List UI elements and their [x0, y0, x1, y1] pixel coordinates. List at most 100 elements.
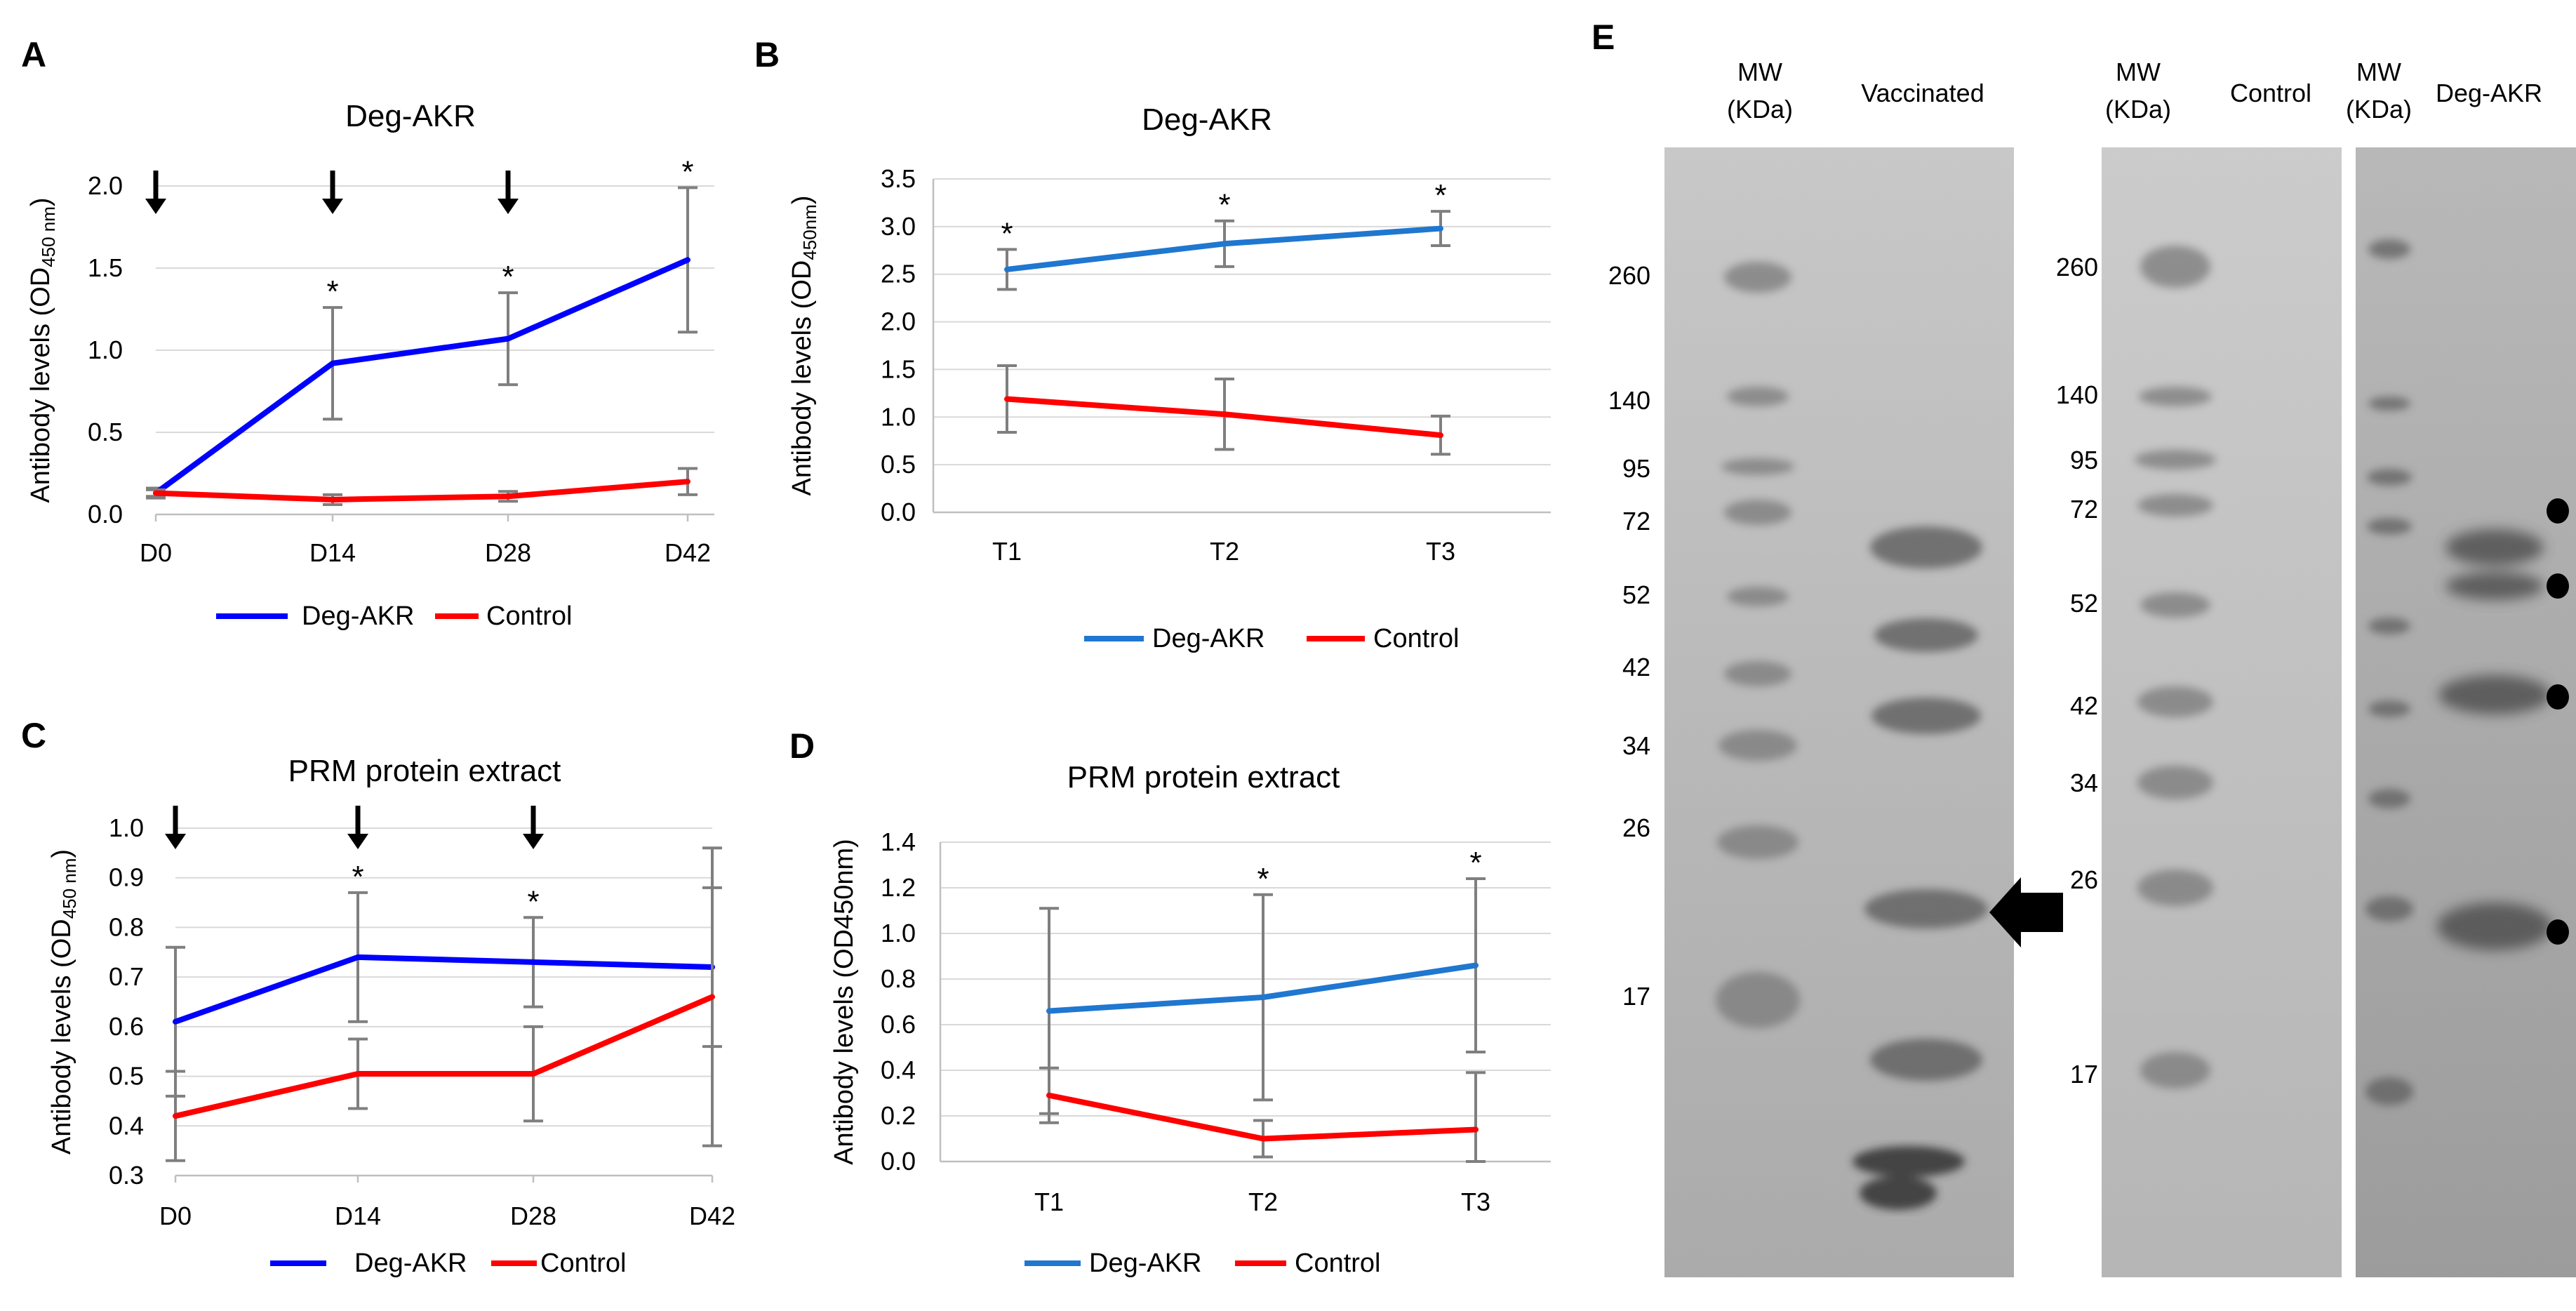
- vaccination-arrow-icon: [347, 834, 368, 849]
- significance-star: *: [1001, 216, 1013, 251]
- series-control: [166, 846, 722, 1162]
- y-axis-label-subscript: 450 nm: [38, 206, 59, 267]
- series-line: [173, 954, 715, 1025]
- series-line: [153, 257, 690, 496]
- panel-letter-e: E: [1591, 18, 1615, 57]
- chart-title: Deg-AKR: [345, 99, 476, 133]
- panel-letter-c: C: [21, 716, 46, 755]
- y-tick-label: 0.8: [109, 912, 144, 941]
- series-deg-akr: * * *: [997, 178, 1450, 291]
- mw-marker-label: 52: [2070, 589, 2098, 618]
- panel-letter-b: B: [754, 35, 780, 74]
- band-dot-3: [2547, 684, 2569, 710]
- y-tick-label: 1.0: [88, 335, 123, 364]
- x-tick-label: T1: [1034, 1187, 1064, 1216]
- panel-e-blot: E MW (KDa) Vaccinated MW (KDa) Control M…: [1591, 18, 2576, 1277]
- y-axis-label-close: ): [47, 849, 76, 858]
- series-control: [997, 364, 1450, 456]
- right-mw-unit: (KDa): [2105, 95, 2171, 124]
- x-tick-label: T3: [1461, 1187, 1490, 1216]
- x-tick-label: T1: [992, 537, 1022, 566]
- significance-star: *: [502, 260, 514, 294]
- mw-marker-label: 95: [1622, 454, 1650, 483]
- mw-marker-label: 17: [2070, 1060, 2098, 1089]
- panel-letter-d: D: [789, 726, 815, 766]
- y-tick-label: 1.2: [881, 873, 916, 902]
- legend-label: Deg-AKR: [1089, 1249, 1202, 1278]
- series-line: [153, 479, 690, 503]
- x-tick-label: D28: [510, 1202, 556, 1230]
- y-axis-label: Antibody levels (OD450nm): [829, 839, 859, 1165]
- mw-marker-label: 42: [2070, 691, 2098, 720]
- significance-star: *: [1469, 846, 1481, 880]
- vaccination-arrow-icon: [322, 199, 343, 214]
- significance-star: *: [326, 274, 338, 309]
- mw-marker-label: 140: [1608, 386, 1650, 415]
- y-tick-label: 2.5: [881, 260, 916, 288]
- right-mw-markers: 260 140 95 72 52 42 34 26 17: [2056, 253, 2098, 1089]
- y-tick-label: 1.0: [109, 813, 144, 842]
- mw-marker-label: 52: [1622, 580, 1650, 609]
- vaccination-arrow-icon: [145, 199, 166, 214]
- right-blot-image: [2102, 147, 2576, 1277]
- y-tick-label: 1.5: [88, 253, 123, 282]
- left-mw-unit: (KDa): [1727, 95, 1793, 124]
- legend-label: Control: [1373, 624, 1460, 653]
- significance-star: *: [1257, 862, 1269, 896]
- mw-marker-label: 34: [1622, 731, 1650, 760]
- y-tick-label: 0.7: [109, 962, 144, 991]
- legend-label: Deg-AKR: [302, 601, 415, 631]
- panel-letter-a: A: [21, 35, 46, 74]
- x-tick-label: D42: [689, 1202, 735, 1230]
- y-axis-label-subscript: 450 nm: [59, 858, 80, 919]
- right-mw-header: MW: [2116, 58, 2161, 86]
- y-tick-label: 1.5: [881, 354, 916, 383]
- mw-marker-label: 260: [1608, 261, 1650, 290]
- series-control: [1039, 1066, 1486, 1163]
- y-tick-label: 0.6: [881, 1010, 916, 1039]
- y-axis-label-main: Antibody levels (OD: [787, 260, 817, 496]
- band-dot-1: [2547, 498, 2569, 524]
- control-lane-label: Control: [2230, 79, 2311, 107]
- y-axis-label-close: ): [26, 197, 55, 206]
- vaccination-arrow-icon: [165, 834, 186, 849]
- x-tick-label: D42: [665, 538, 711, 567]
- significance-star: *: [1218, 188, 1230, 222]
- panel-a-chart: A Deg-AKR 0.0 0.5 1.0 1.5 2.0 D0 D14 D28 D42 Antibo…: [21, 35, 714, 631]
- panel-d-chart: D PRM protein extract 0.0 0.2 0.4 0.6 0.8 1.0 1.…: [789, 726, 1551, 1278]
- legend-label: Control: [1295, 1249, 1381, 1278]
- y-tick-label: 3.0: [881, 212, 916, 241]
- y-tick-label: 0.2: [881, 1101, 916, 1130]
- left-mw-markers: 260 140 95 72 52 42 34 26 17: [1608, 261, 1650, 1011]
- left-mw-header: MW: [1737, 58, 1782, 86]
- band-dot-2: [2547, 573, 2569, 599]
- mw-marker-label: 140: [2056, 380, 2098, 409]
- chart-title: PRM protein extract: [1067, 760, 1340, 794]
- right-mw-header-2: MW: [2356, 58, 2401, 86]
- y-axis-label-subscript: 450nm: [799, 204, 820, 260]
- y-tick-label: 3.5: [881, 164, 916, 193]
- series-deg-akr: **: [166, 860, 722, 1098]
- y-tick-label: 1.0: [881, 402, 916, 431]
- y-tick-label: 0.5: [88, 418, 123, 446]
- significance-star: *: [352, 860, 363, 894]
- band-arrow-icon: [1989, 877, 2063, 947]
- y-tick-label: 2.0: [88, 171, 123, 200]
- series-control: [146, 467, 698, 506]
- band-dot-4: [2547, 919, 2569, 945]
- legend-label: Control: [486, 601, 573, 631]
- x-tick-label: T2: [1210, 537, 1239, 566]
- chart-title: Deg-AKR: [1142, 102, 1272, 137]
- significance-star: *: [1434, 178, 1446, 213]
- y-tick-label: 0.0: [88, 500, 123, 528]
- panel-b-chart: B Deg-AKR 0.0 0.5 1.0 1.5 2.0 2.5 3.0 3.5 T1 T2 T3 An…: [754, 35, 1551, 653]
- y-axis-label: Antibody levels (OD450 nm): [26, 197, 59, 503]
- mw-marker-label: 72: [2070, 495, 2098, 524]
- deg-akr-lane-label: Deg-AKR: [2436, 79, 2542, 107]
- y-axis-label-main: Antibody levels (OD: [26, 267, 55, 503]
- y-tick-label: 0.9: [109, 863, 144, 892]
- x-tick-label: D14: [335, 1202, 381, 1230]
- mw-marker-label: 17: [1622, 982, 1650, 1011]
- y-tick-label: 0.0: [881, 498, 916, 526]
